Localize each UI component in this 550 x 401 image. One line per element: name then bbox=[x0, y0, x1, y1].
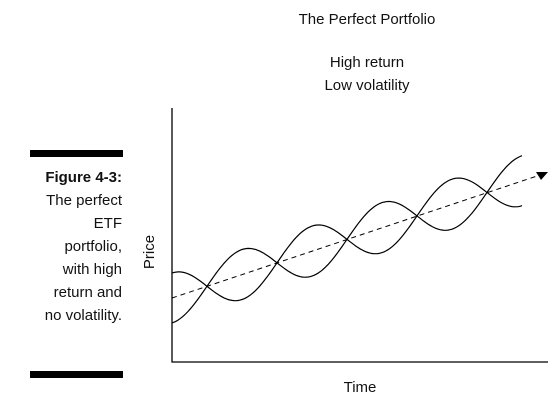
caption-line: with high bbox=[62, 261, 122, 278]
x-axis-label: Time bbox=[344, 379, 377, 396]
figure-caption: The perfect ETF portfolio, with high return … bbox=[45, 192, 123, 324]
diagram-subtitle: Low volatility bbox=[324, 77, 410, 94]
figure-label: Figure 4-3: bbox=[45, 169, 122, 186]
trend-arrow bbox=[536, 172, 548, 180]
trend-line bbox=[171, 174, 541, 299]
diagram-title: The Perfect Portfolio bbox=[299, 11, 436, 28]
caption-line: portfolio, bbox=[64, 238, 122, 255]
caption-bar-top bbox=[30, 150, 123, 157]
caption-line: The perfect bbox=[46, 192, 123, 209]
caption-bar-bottom bbox=[30, 371, 123, 378]
diagram-subtitle: High return bbox=[330, 54, 404, 71]
price-curve bbox=[171, 155, 523, 324]
caption-line: return and bbox=[54, 284, 122, 301]
caption-line: no volatility. bbox=[45, 307, 122, 324]
caption-line: ETF bbox=[94, 215, 122, 232]
y-axis-label: Price bbox=[141, 235, 158, 269]
axes bbox=[171, 108, 548, 363]
